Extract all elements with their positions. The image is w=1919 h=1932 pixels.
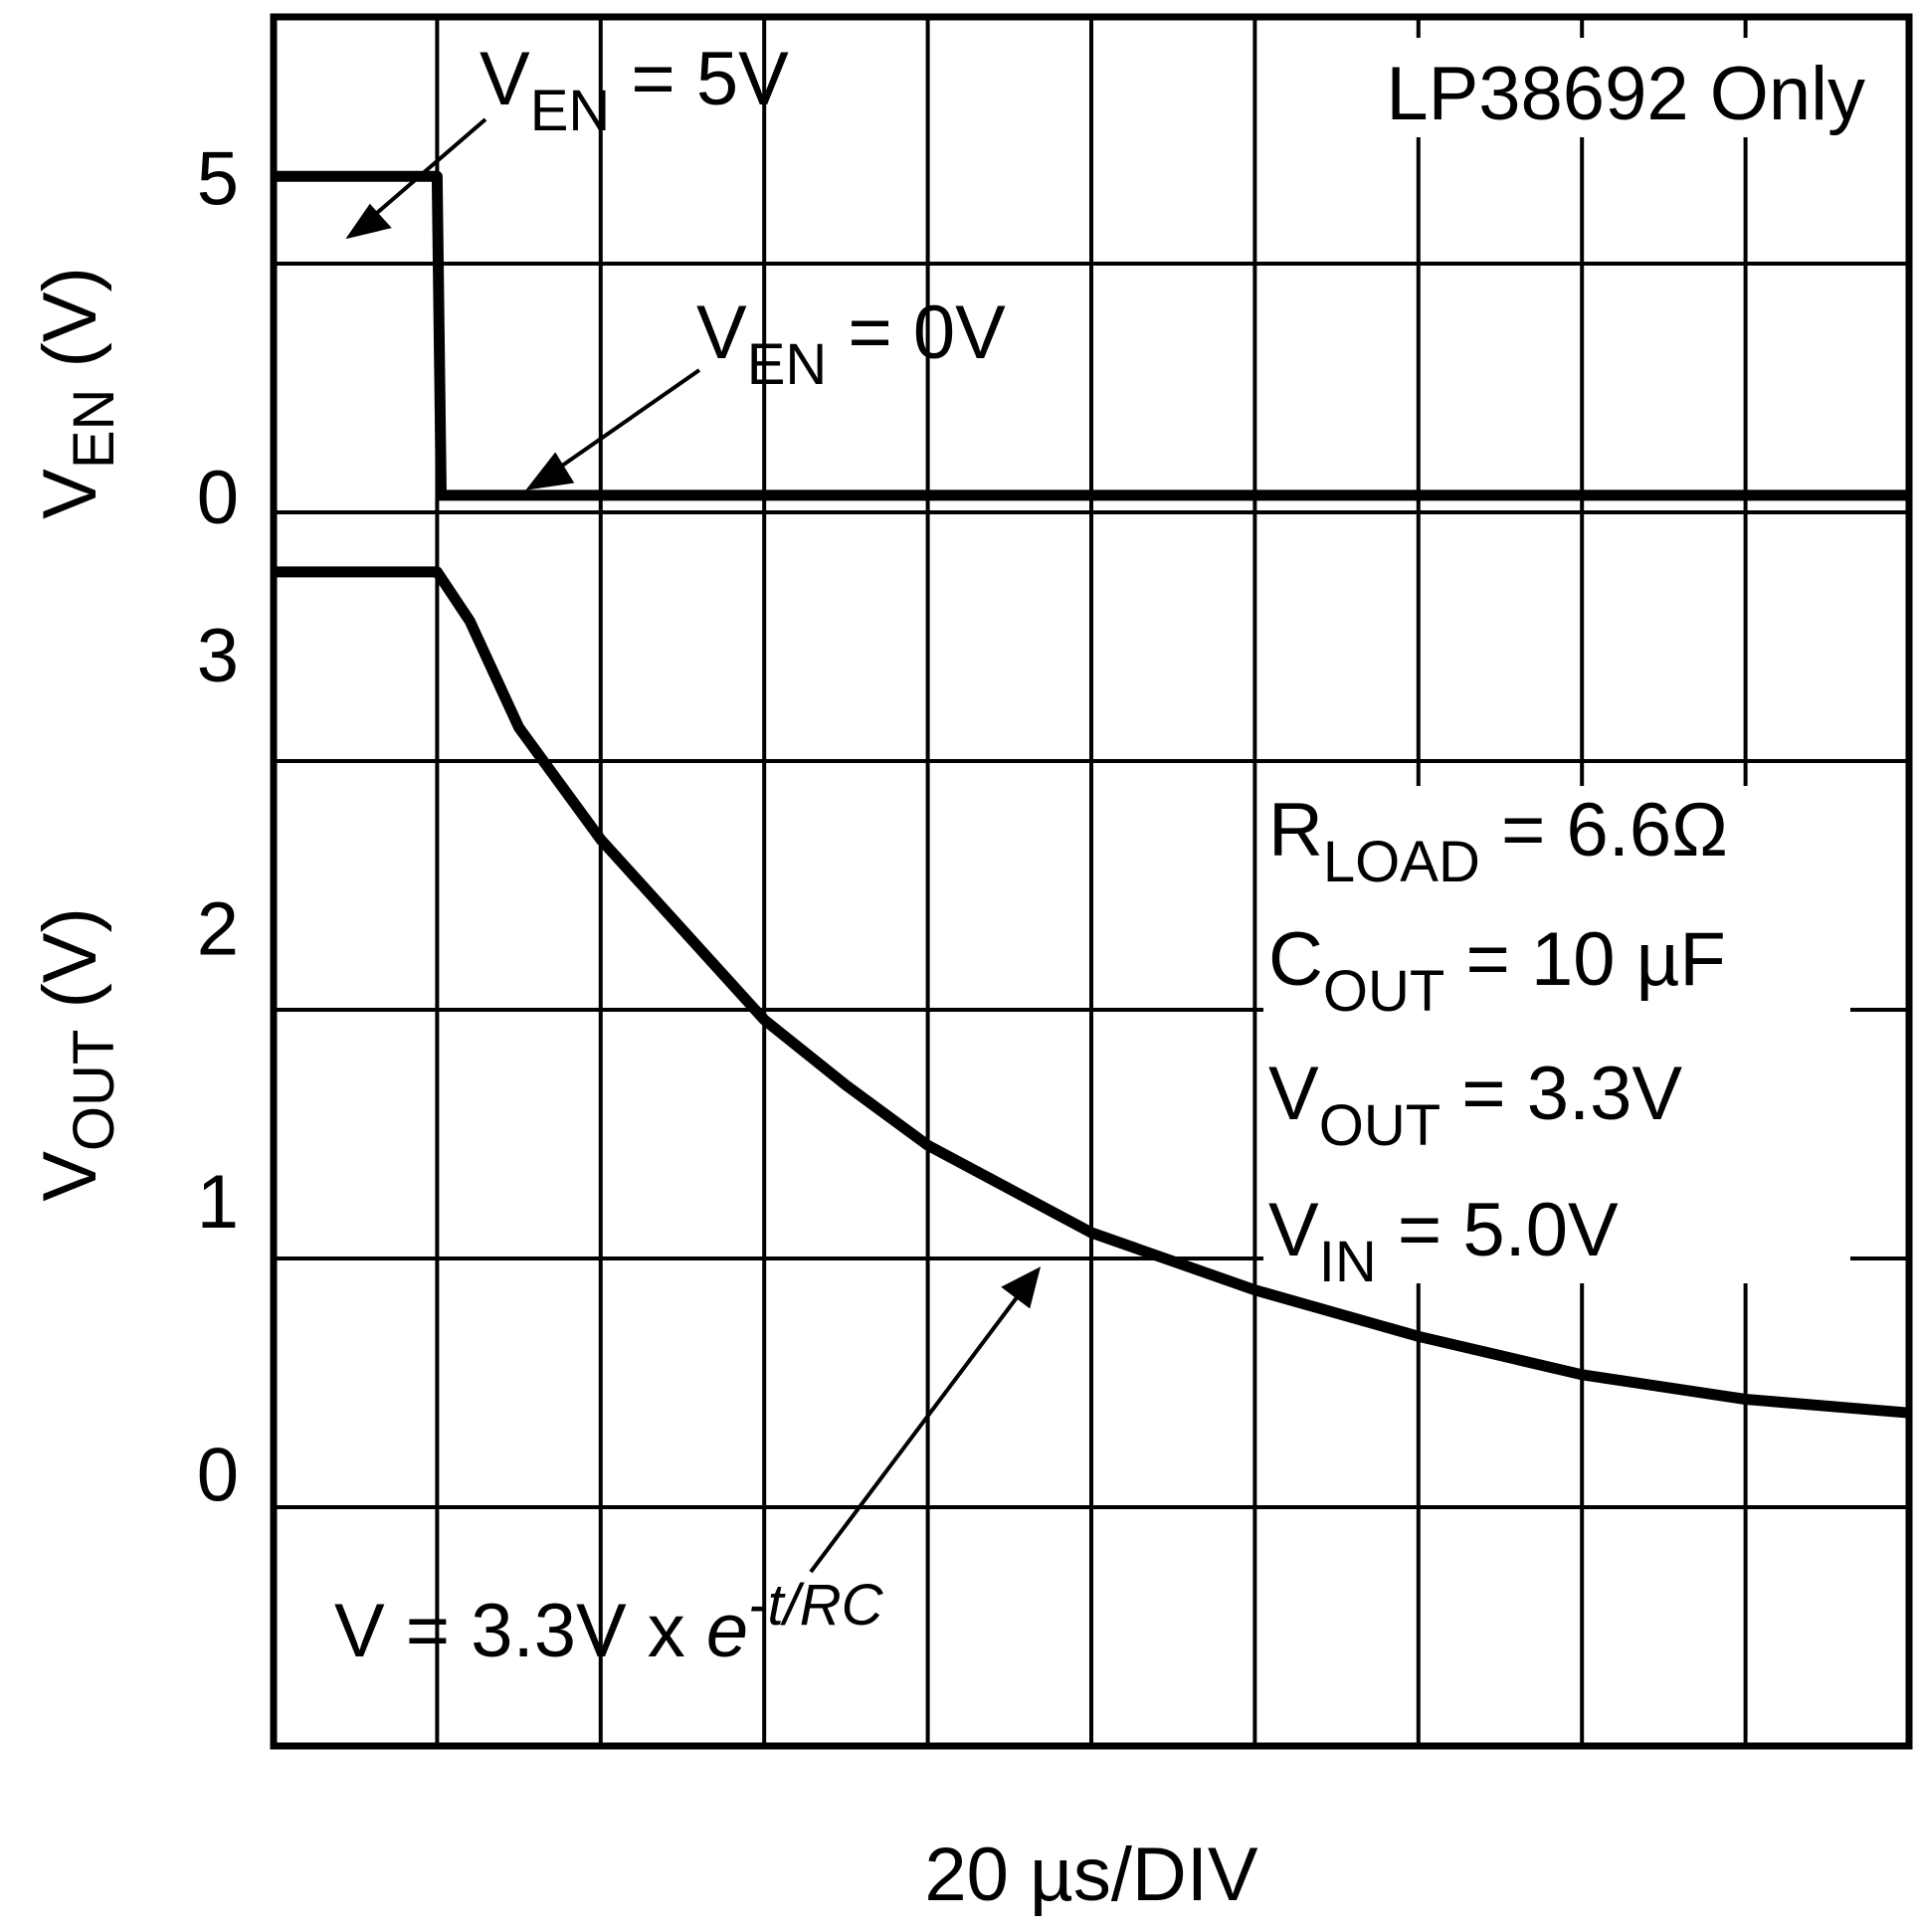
ven-high-arrow-line	[368, 117, 487, 221]
trace-vout	[274, 566, 1910, 1419]
decay-formula-annotation: V = 3.3V x e-t/RC	[334, 1573, 884, 1673]
condition-vout: VOUT = 3.3V	[1268, 1052, 1682, 1158]
vout-axis-label: VOUT (V)	[28, 907, 126, 1202]
y-tick-label-enable: 5	[197, 136, 239, 221]
condition-cout: COUT = 10 µF	[1268, 917, 1726, 1024]
y-tick-label-output: 3	[197, 614, 239, 698]
conditions-background	[1263, 786, 1850, 1283]
y-tick-labels: 5 0 3 2 1 0	[197, 136, 239, 1517]
formula-arrow-line	[809, 1294, 1020, 1574]
x-axis-label: 20 µs/DIV	[924, 1833, 1258, 1917]
y-tick-label-output: 2	[197, 887, 239, 972]
label-backgrounds	[1263, 38, 1890, 1283]
ven-axis-label: VEN (V)	[28, 267, 126, 519]
y-tick-label-enable: 0	[197, 456, 239, 540]
condition-vin: VIN = 5.0V	[1268, 1188, 1619, 1294]
traces	[274, 170, 1910, 1419]
ven-low-arrow-line	[550, 368, 701, 475]
ven-high-annotation: VEN = 5V	[480, 37, 789, 143]
formula-arrowhead	[1001, 1266, 1042, 1309]
y-tick-label-output: 0	[197, 1434, 239, 1518]
ven-low-arrowhead	[525, 452, 575, 490]
ven-low-annotation: VEN = 0V	[696, 290, 1006, 397]
device-note: LP38692 Only	[1386, 52, 1865, 136]
condition-rload: RLOAD = 6.6Ω	[1268, 788, 1728, 894]
annotation-arrows	[345, 117, 1042, 1574]
trace-ven	[274, 170, 1909, 501]
note-background	[1293, 38, 1890, 137]
test-conditions: RLOAD = 6.6Ω COUT = 10 µF VOUT = 3.3V VI…	[1268, 788, 1728, 1294]
y-tick-label-output: 1	[197, 1160, 239, 1245]
ven-high-arrowhead	[345, 203, 392, 240]
plot-frame	[270, 13, 1913, 1750]
